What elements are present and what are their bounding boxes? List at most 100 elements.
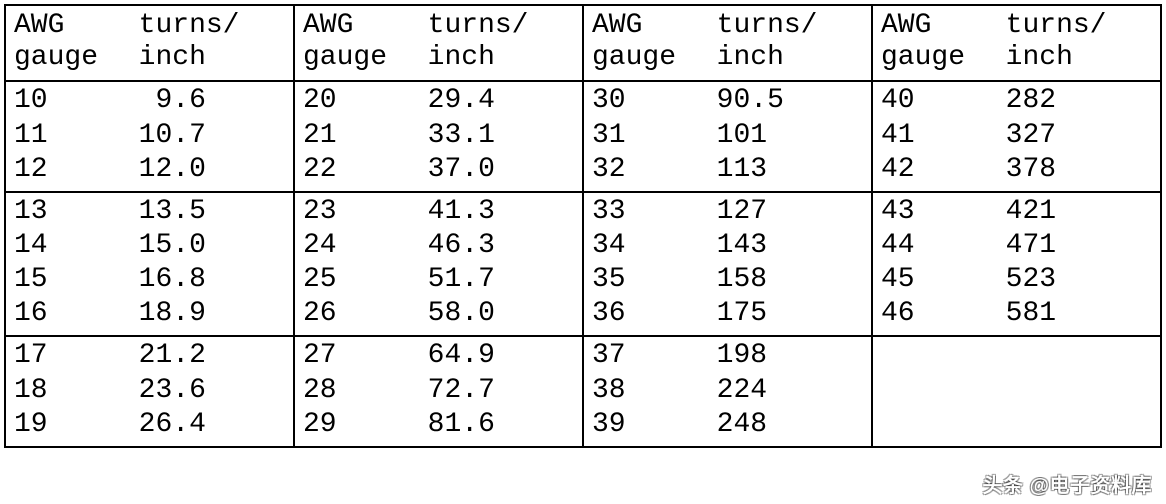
gauge-cell: 31	[592, 119, 717, 153]
turns-cell: 10.7	[139, 119, 285, 153]
table-row: 2133.1	[303, 119, 574, 153]
table-block-1: AWG gauge turns/ inch 10 9.6 1110.7 1212…	[6, 6, 295, 446]
table-row: 1313.5	[14, 195, 285, 229]
table-row: 38224	[592, 374, 863, 408]
turns-cell: 378	[1006, 153, 1152, 187]
gauge-cell: 30	[592, 84, 717, 118]
gauge-cell: 46	[881, 297, 1006, 331]
turns-cell: 101	[717, 119, 863, 153]
table-section: 37198 38224 39248	[584, 337, 871, 445]
turns-cell: 33.1	[428, 119, 574, 153]
table-section: 2764.9 2872.7 2981.6	[295, 337, 582, 445]
table-row	[881, 374, 1152, 408]
table-block-3: AWG gauge turns/ inch 3090.5 31101 32113…	[584, 6, 873, 446]
gauge-cell: 19	[14, 408, 139, 442]
gauge-cell: 37	[592, 339, 717, 373]
table-row: 2551.7	[303, 263, 574, 297]
turns-cell: 175	[717, 297, 863, 331]
gauge-cell: 15	[14, 263, 139, 297]
table-row: 46581	[881, 297, 1152, 331]
table-row: 2764.9	[303, 339, 574, 373]
turns-cell	[1006, 408, 1152, 442]
gauge-cell: 33	[592, 195, 717, 229]
turns-cell: 81.6	[428, 408, 574, 442]
gauge-cell: 36	[592, 297, 717, 331]
gauge-cell: 13	[14, 195, 139, 229]
table-row: 1212.0	[14, 153, 285, 187]
watermark-text: 头条 @电子资料库	[982, 469, 1152, 498]
table-row: 34143	[592, 229, 863, 263]
turns-cell	[1006, 339, 1152, 373]
header-inch: inch	[139, 42, 285, 74]
turns-cell	[1006, 374, 1152, 408]
gauge-cell: 41	[881, 119, 1006, 153]
turns-cell: 51.7	[428, 263, 574, 297]
table-row: 10 9.6	[14, 84, 285, 118]
table-section: 2341.3 2446.3 2551.7 2658.0	[295, 193, 582, 338]
table-row: 36175	[592, 297, 863, 331]
table-section: 40282 41327 42378	[873, 82, 1160, 192]
header-turns: turns/	[717, 10, 863, 42]
gauge-cell: 29	[303, 408, 428, 442]
table-row: 2237.0	[303, 153, 574, 187]
turns-cell: 15.0	[139, 229, 285, 263]
gauge-cell: 44	[881, 229, 1006, 263]
gauge-cell: 22	[303, 153, 428, 187]
column-header: AWG gauge turns/ inch	[873, 6, 1160, 82]
turns-cell: 58.0	[428, 297, 574, 331]
header-turns: turns/	[1006, 10, 1152, 42]
gauge-cell: 28	[303, 374, 428, 408]
table-row: 32113	[592, 153, 863, 187]
table-row: 2981.6	[303, 408, 574, 442]
table-row: 2446.3	[303, 229, 574, 263]
table-section: 33127 34143 35158 36175	[584, 193, 871, 338]
table-section: 1721.2 1823.6 1926.4	[6, 337, 293, 445]
table-row: 1823.6	[14, 374, 285, 408]
header-awg: AWG	[592, 10, 717, 42]
header-gauge: gauge	[303, 42, 428, 74]
gauge-cell: 25	[303, 263, 428, 297]
turns-cell: 158	[717, 263, 863, 297]
turns-cell: 523	[1006, 263, 1152, 297]
gauge-cell: 24	[303, 229, 428, 263]
turns-cell: 16.8	[139, 263, 285, 297]
table-section: 10 9.6 1110.7 1212.0	[6, 82, 293, 192]
gauge-cell: 27	[303, 339, 428, 373]
table-section: 3090.5 31101 32113	[584, 82, 871, 192]
turns-cell: 9.6	[139, 84, 285, 118]
gauge-cell: 35	[592, 263, 717, 297]
gauge-cell: 43	[881, 195, 1006, 229]
table-section: 1313.5 1415.0 1516.8 1618.9	[6, 193, 293, 338]
turns-cell: 282	[1006, 84, 1152, 118]
table-row: 1110.7	[14, 119, 285, 153]
header-gauge: gauge	[14, 42, 139, 74]
gauge-cell: 23	[303, 195, 428, 229]
table-row: 39248	[592, 408, 863, 442]
turns-cell: 41.3	[428, 195, 574, 229]
column-header: AWG gauge turns/ inch	[6, 6, 293, 82]
gauge-cell: 40	[881, 84, 1006, 118]
table-row: 35158	[592, 263, 863, 297]
table-row: 2658.0	[303, 297, 574, 331]
table-row: 1618.9	[14, 297, 285, 331]
gauge-cell: 20	[303, 84, 428, 118]
table-row: 42378	[881, 153, 1152, 187]
gauge-cell: 42	[881, 153, 1006, 187]
header-inch: inch	[1006, 42, 1152, 74]
table-row: 45523	[881, 263, 1152, 297]
gauge-cell: 17	[14, 339, 139, 373]
gauge-cell: 26	[303, 297, 428, 331]
gauge-cell: 32	[592, 153, 717, 187]
gauge-cell: 11	[14, 119, 139, 153]
table-row: 2029.4	[303, 84, 574, 118]
table-row: 2341.3	[303, 195, 574, 229]
turns-cell: 64.9	[428, 339, 574, 373]
turns-cell: 327	[1006, 119, 1152, 153]
header-awg: AWG	[14, 10, 139, 42]
gauge-cell	[881, 374, 1006, 408]
table-row: 44471	[881, 229, 1152, 263]
turns-cell: 224	[717, 374, 863, 408]
header-awg: AWG	[881, 10, 1006, 42]
table-row: 33127	[592, 195, 863, 229]
table-block-2: AWG gauge turns/ inch 2029.4 2133.1 2237…	[295, 6, 584, 446]
